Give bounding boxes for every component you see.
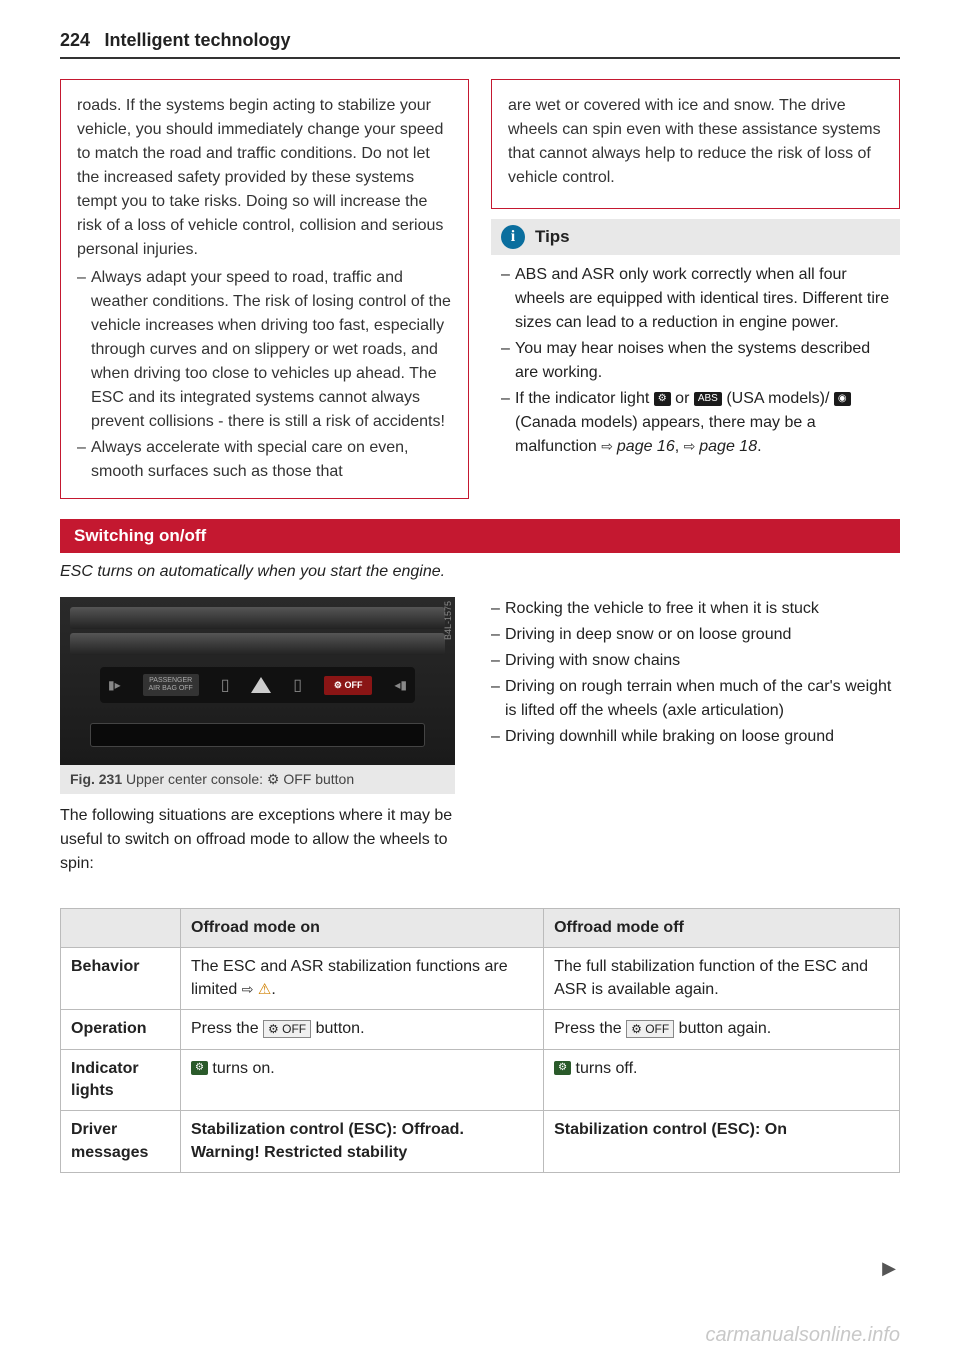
table-row: Driver messages Stabilization control (E… — [61, 1111, 900, 1173]
warning-box-right: are wet or covered with ice and snow. Th… — [491, 79, 900, 209]
manual-page: 224 Intelligent technology roads. If the… — [0, 0, 960, 1361]
figure-caption-text: Upper center console: ⚙ OFF button — [126, 771, 354, 787]
tips-header: i Tips — [491, 219, 900, 255]
mid-columns: ▮▸ PASSENGER AIR BAG OFF ▯ ▯ ⚙ OFF ◂▮ B4… — [60, 597, 900, 890]
hazard-triangle-icon — [251, 677, 271, 693]
list-item: Driving on rough terrain when much of th… — [491, 675, 900, 723]
warning-box-left: roads. If the systems begin acting to st… — [60, 79, 469, 499]
warning-list: Always adapt your speed to road, traffic… — [77, 266, 452, 484]
row-header: Operation — [61, 1010, 181, 1049]
table-row: Operation Press the ⚙ OFF button. Press … — [61, 1010, 900, 1049]
page-ref: page 18 — [699, 438, 757, 455]
figure-id-label: B4L-1575 — [443, 601, 453, 640]
table-cell: Stabilization control (ESC): Offroad. Wa… — [181, 1111, 544, 1173]
cell-text: Press the — [191, 1020, 263, 1037]
row-header: Behavior — [61, 948, 181, 1010]
table-header: Offroad mode on — [181, 909, 544, 948]
cell-text: button. — [316, 1020, 365, 1037]
link-arrow-icon: ⇨ — [601, 438, 617, 454]
top-columns: roads. If the systems begin acting to st… — [60, 79, 900, 499]
warning-intro: roads. If the systems begin acting to st… — [77, 94, 452, 262]
abs-canada-icon: ◉ — [834, 392, 851, 406]
table-cell: ⚙ turns on. — [181, 1049, 544, 1111]
esc-off-button-label: ⚙ OFF — [263, 1020, 311, 1039]
list-item: Driving downhill while braking on loose … — [491, 725, 900, 749]
tips-list: ABS and ASR only work correctly when all… — [501, 263, 890, 459]
link-arrow-icon: ⇨ — [684, 438, 700, 454]
cell-text: button again. — [679, 1020, 772, 1037]
esc-off-button: ⚙ OFF — [324, 676, 373, 695]
list-item: Driving with snow chains — [491, 649, 900, 673]
esc-indicator-icon: ⚙ — [554, 1061, 571, 1075]
cell-text: turns on. — [212, 1060, 274, 1077]
tips-title: Tips — [535, 227, 570, 247]
tips-text: If the indicator light — [515, 390, 654, 407]
table-cell: ⚙ turns off. — [544, 1049, 900, 1111]
cell-text: turns off. — [576, 1060, 638, 1077]
warning-triangle-icon: ⚠ — [258, 981, 271, 998]
warning-text: are wet or covered with ice and snow. Th… — [508, 94, 883, 190]
left-column: roads. If the systems begin acting to st… — [60, 79, 469, 499]
arrow-left-icon: ▮▸ — [108, 678, 121, 692]
body-paragraph: The following situations are exceptions … — [60, 804, 469, 876]
tips-text: (USA models)/ — [726, 390, 829, 407]
warning-item: Always accelerate with special care on e… — [77, 436, 452, 484]
esc-off-button-label: ⚙ OFF — [626, 1020, 674, 1039]
abs-indicator-icon: ABS — [694, 392, 722, 406]
right-column: are wet or covered with ice and snow. Th… — [491, 79, 900, 499]
dashboard-slot — [70, 633, 445, 655]
esc-indicator-icon: ⚙ — [654, 392, 671, 406]
page-ref: page 16 — [617, 438, 675, 455]
list-item: Rocking the vehicle to free it when it i… — [491, 597, 900, 621]
row-header: Driver messages — [61, 1111, 181, 1173]
link-arrow-icon: ⇨ — [242, 981, 254, 997]
esc-indicator-icon: ⚙ — [191, 1061, 208, 1075]
table-cell: The ESC and ASR stabilization functions … — [181, 948, 544, 1010]
cell-text: The ESC and ASR stabilization functions … — [191, 958, 508, 997]
offroad-mode-table: Offroad mode on Offroad mode off Behavio… — [60, 908, 900, 1173]
slider-icon: ▯ — [221, 675, 230, 695]
section-title-bar: Switching on/off — [60, 519, 900, 553]
center-panel: ▮▸ PASSENGER AIR BAG OFF ▯ ▯ ⚙ OFF ◂▮ — [100, 667, 415, 703]
cd-slot — [90, 723, 425, 747]
continue-arrow-icon: ▶ — [882, 1258, 896, 1279]
exception-list: Rocking the vehicle to free it when it i… — [491, 597, 900, 749]
cell-text-bold: Stabilization control (ESC): On — [554, 1121, 787, 1138]
table-cell: Press the ⚙ OFF button again. — [544, 1010, 900, 1049]
dashboard-slot — [70, 607, 445, 629]
left-column-mid: ▮▸ PASSENGER AIR BAG OFF ▯ ▯ ⚙ OFF ◂▮ B4… — [60, 597, 469, 890]
page-header: 224 Intelligent technology — [60, 30, 900, 59]
cell-text: Press the — [554, 1020, 626, 1037]
list-item: Driving in deep snow or on loose ground — [491, 623, 900, 647]
tips-body: ABS and ASR only work correctly when all… — [491, 255, 900, 459]
table-cell: Stabilization control (ESC): On — [544, 1111, 900, 1173]
page-title: Intelligent technology — [105, 30, 291, 50]
passenger-airbag-label: PASSENGER AIR BAG OFF — [143, 674, 199, 695]
right-column-mid: Rocking the vehicle to free it when it i… — [491, 597, 900, 890]
console-image: ▮▸ PASSENGER AIR BAG OFF ▯ ▯ ⚙ OFF ◂▮ B4… — [60, 597, 455, 765]
table-header: Offroad mode off — [544, 909, 900, 948]
table-cell: The full stabilization function of the E… — [544, 948, 900, 1010]
tips-item: If the indicator light ⚙ or ABS (USA mod… — [501, 387, 890, 459]
tips-item: You may hear noises when the systems des… — [501, 337, 890, 385]
page-number: 224 — [60, 30, 90, 50]
arrow-right-icon: ◂▮ — [394, 678, 407, 692]
watermark-text: carmanualsonline.info — [705, 1324, 900, 1347]
tips-text: or — [675, 390, 694, 407]
tips-item: ABS and ASR only work correctly when all… — [501, 263, 890, 335]
table-row: Indicator lights ⚙ turns on. ⚙ turns off… — [61, 1049, 900, 1111]
figure-231: ▮▸ PASSENGER AIR BAG OFF ▯ ▯ ⚙ OFF ◂▮ B4… — [60, 597, 455, 794]
info-icon: i — [501, 225, 525, 249]
cell-text-bold: Stabilization control (ESC): Offroad. Wa… — [191, 1121, 464, 1160]
table-row: Behavior The ESC and ASR stabilization f… — [61, 948, 900, 1010]
section-subtitle: ESC turns on automatically when you star… — [60, 563, 900, 581]
slider-icon: ▯ — [293, 675, 302, 695]
figure-caption: Fig. 231 Upper center console: ⚙ OFF but… — [60, 765, 455, 794]
warning-item: Always adapt your speed to road, traffic… — [77, 266, 452, 434]
table-cell: Press the ⚙ OFF button. — [181, 1010, 544, 1049]
row-header: Indicator lights — [61, 1049, 181, 1111]
figure-number: Fig. 231 — [70, 771, 122, 787]
table-header-blank — [61, 909, 181, 948]
